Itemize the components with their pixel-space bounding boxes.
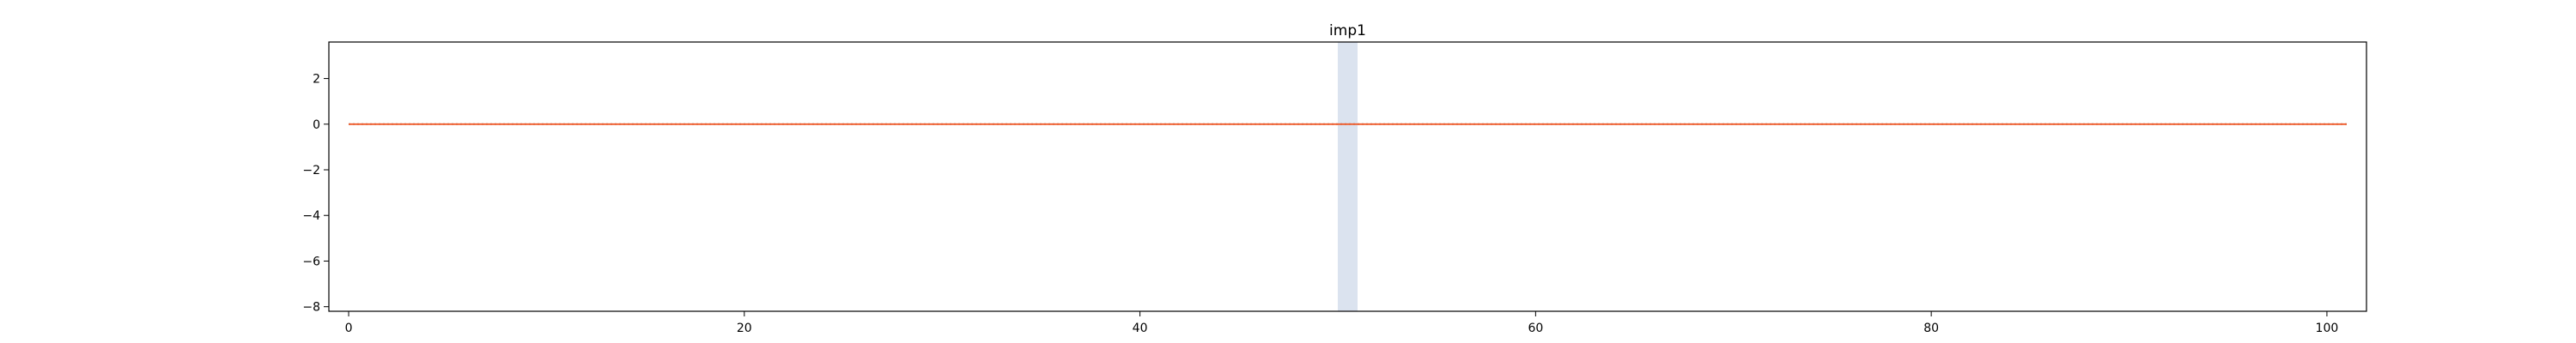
plot-area (328, 41, 2367, 312)
x-tick-label: 20 (737, 322, 752, 335)
y-tick-label: −8 (302, 301, 320, 315)
y-tick-label: −2 (302, 164, 320, 178)
plot-frame (328, 41, 2367, 312)
y-tick-label: −6 (302, 255, 320, 268)
x-tick-label: 80 (1923, 322, 1939, 335)
x-tick-label: 0 (345, 322, 353, 335)
x-tick-label: 40 (1133, 322, 1148, 335)
y-axis: −8 −6 −4 −2 0 2 (302, 73, 329, 315)
y-tick-label: 2 (313, 73, 320, 87)
x-axis: 0 20 40 60 80 100 (345, 311, 2339, 335)
x-tick-label: 100 (2316, 322, 2339, 335)
highlight-span (1337, 42, 1358, 311)
x-tick-label: 60 (1528, 322, 1543, 335)
y-tick-label: 0 (313, 118, 320, 132)
y-tick-label: −4 (302, 209, 320, 223)
chart-title: imp1 (1329, 22, 1366, 39)
